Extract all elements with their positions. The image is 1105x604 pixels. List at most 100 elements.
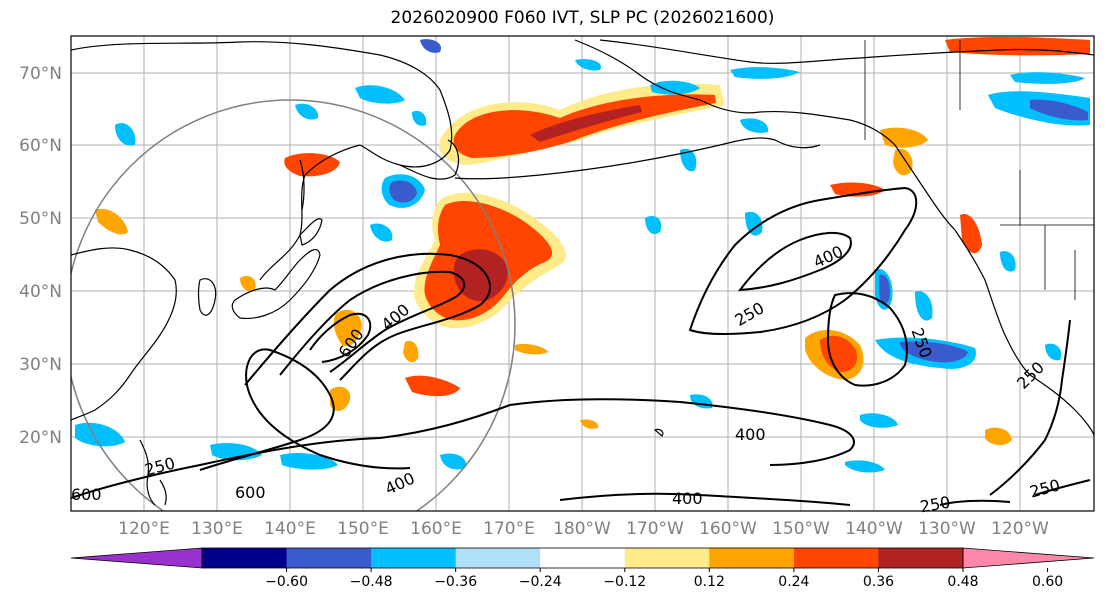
slp-contours <box>71 186 1091 506</box>
lon-label: 170°W <box>626 519 684 539</box>
colorbar-segment <box>202 548 288 568</box>
colorbar-segment <box>286 548 372 568</box>
anomaly-negative <box>1010 72 1085 84</box>
anomaly-negative <box>1045 343 1062 361</box>
anomaly-negative <box>680 148 697 172</box>
contour-label: 400 <box>735 425 766 444</box>
latitude-labels: 70°N 60°N 50°N 40°N 30°N 20°N <box>19 64 62 448</box>
anomaly-negative <box>355 85 405 104</box>
contour-line <box>71 398 855 499</box>
contour-label: 250 <box>918 492 951 516</box>
ivt-anomaly-fill <box>75 36 1090 473</box>
contour-line <box>279 270 466 376</box>
anomaly-positive-small <box>985 427 1012 446</box>
anomaly-positive-small <box>515 343 548 355</box>
anomaly-negative <box>740 118 769 133</box>
anomaly-positive-small <box>240 275 256 292</box>
contour-label: 600 <box>235 483 266 502</box>
lon-label: 150°W <box>772 519 830 539</box>
anomaly-negative <box>75 422 125 447</box>
anomaly-negative <box>370 223 393 242</box>
contour-label: 600 <box>71 485 102 504</box>
colorbar-segment <box>455 548 541 568</box>
anomaly-negative <box>420 39 441 53</box>
map-title: 2026020900 F060 IVT, SLP PC (2026021600) <box>390 8 775 28</box>
lon-label: 130°W <box>918 519 976 539</box>
anomaly-positive-plume-peak <box>453 249 508 302</box>
colorbar-frame <box>201 547 964 569</box>
anomaly-negative <box>412 110 427 126</box>
anomaly-positive-small <box>580 419 599 429</box>
colorbar-tick-label: 0.12 <box>694 574 725 590</box>
colorbar-tick-label: 0.24 <box>778 574 809 590</box>
lon-label: 140°E <box>264 519 316 539</box>
anomaly-negative <box>915 291 933 321</box>
lon-label: 120°W <box>991 519 1049 539</box>
lon-label: 150°E <box>337 519 389 539</box>
colorbar-tick-label: 0.60 <box>1032 574 1063 590</box>
anomaly-negative <box>440 453 466 470</box>
anomaly-positive-small <box>893 148 913 176</box>
colorbar-segment <box>793 548 879 568</box>
contour-line <box>559 492 851 506</box>
colorbar-tick-label: −0.24 <box>519 574 562 590</box>
contour-line <box>989 319 1071 496</box>
anomaly-negative <box>1000 251 1016 272</box>
anomaly-negative <box>645 215 662 235</box>
anomaly-negative-core <box>389 180 417 203</box>
colorbar: −0.60 −0.48 −0.36 −0.24 −0.12 0.12 0.24 0.36 0.4… <box>70 547 1095 590</box>
anomaly-negative <box>575 59 601 71</box>
lon-label: 160°W <box>699 519 757 539</box>
anomaly-negative <box>745 211 763 236</box>
lat-label: 40°N <box>19 282 62 302</box>
anomaly-positive-small <box>405 375 460 397</box>
anomaly-positive-small <box>95 208 128 235</box>
colorbar-tick-label: −0.36 <box>434 574 477 590</box>
contour-line <box>737 232 852 292</box>
contour-line <box>309 312 372 363</box>
contour-line <box>939 499 1011 506</box>
lon-label: 130°E <box>191 519 243 539</box>
anomaly-positive-small <box>830 182 885 197</box>
colorbar-tick-label: −0.60 <box>265 574 308 590</box>
colorbar-tick-label: 0.36 <box>863 574 894 590</box>
colorbar-segment <box>624 548 710 568</box>
anomaly-negative <box>295 103 319 120</box>
map-frame <box>70 35 1095 512</box>
colorbar-tick-label: −0.12 <box>603 574 646 590</box>
colorbar-segment <box>371 548 457 568</box>
contour-line <box>244 252 491 386</box>
lon-label: 180°W <box>553 519 611 539</box>
lat-label: 60°N <box>19 136 62 156</box>
contour-line <box>199 348 411 471</box>
anomaly-negative <box>650 80 700 95</box>
colorbar-segment <box>540 548 626 568</box>
lat-label: 50°N <box>19 209 62 229</box>
colorbar-extend-low <box>70 547 203 569</box>
colorbar-tick-label: 0.48 <box>947 574 978 590</box>
coastlines <box>71 39 1094 506</box>
lon-label: 160°E <box>410 519 462 539</box>
anomaly-negative <box>860 413 898 428</box>
contour-line <box>826 292 908 387</box>
anomaly-negative-core <box>900 341 968 363</box>
anomaly-positive-small <box>820 335 858 372</box>
longitude-labels: 120°E 130°E 140°E 150°E 160°E 170°E 180°… <box>118 519 1049 539</box>
colorbar-segment <box>878 548 964 568</box>
anomaly-negative <box>730 67 800 79</box>
lon-label: 140°W <box>845 519 903 539</box>
anomaly-positive-small <box>960 214 982 254</box>
lat-label: 20°N <box>19 428 62 448</box>
anomaly-negative <box>115 122 136 146</box>
anomaly-negative-core <box>1030 99 1088 121</box>
anomaly-negative-core <box>879 274 890 304</box>
colorbar-extend-high <box>962 547 1095 569</box>
lat-label: 70°N <box>19 64 62 84</box>
lat-label: 30°N <box>19 355 62 375</box>
anomaly-positive-small <box>403 340 419 363</box>
contour-line <box>1034 479 1091 496</box>
reference-circle <box>71 99 516 511</box>
contour-line <box>688 186 918 336</box>
contour-labels: 600 400 400 250 250 250 400 600 400 250 … <box>71 242 1062 517</box>
